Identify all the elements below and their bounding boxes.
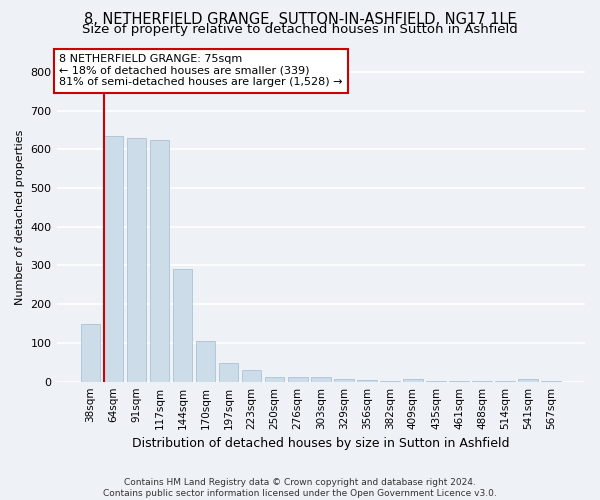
Bar [472, 381, 492, 382]
X-axis label: Distribution of detached houses by size in Sutton in Ashfield: Distribution of detached houses by size … [132, 437, 509, 450]
Bar [242, 370, 262, 382]
Y-axis label: Number of detached properties: Number of detached properties [15, 130, 25, 305]
Bar [288, 377, 308, 382]
Bar [149, 140, 169, 382]
Text: Size of property relative to detached houses in Sutton in Ashfield: Size of property relative to detached ho… [82, 22, 518, 36]
Text: 8, NETHERFIELD GRANGE, SUTTON-IN-ASHFIELD, NG17 1LE: 8, NETHERFIELD GRANGE, SUTTON-IN-ASHFIEL… [83, 12, 517, 28]
Bar [80, 324, 100, 382]
Bar [173, 270, 193, 382]
Bar [496, 381, 515, 382]
Bar [104, 136, 123, 382]
Bar [403, 378, 423, 382]
Bar [449, 381, 469, 382]
Bar [219, 363, 238, 382]
Bar [426, 381, 446, 382]
Bar [380, 381, 400, 382]
Bar [357, 380, 377, 382]
Text: 8 NETHERFIELD GRANGE: 75sqm
← 18% of detached houses are smaller (339)
81% of se: 8 NETHERFIELD GRANGE: 75sqm ← 18% of det… [59, 54, 343, 88]
Text: Contains HM Land Registry data © Crown copyright and database right 2024.
Contai: Contains HM Land Registry data © Crown c… [103, 478, 497, 498]
Bar [311, 377, 331, 382]
Bar [265, 377, 284, 382]
Bar [334, 379, 353, 382]
Bar [541, 381, 561, 382]
Bar [127, 138, 146, 382]
Bar [196, 341, 215, 382]
Bar [518, 379, 538, 382]
